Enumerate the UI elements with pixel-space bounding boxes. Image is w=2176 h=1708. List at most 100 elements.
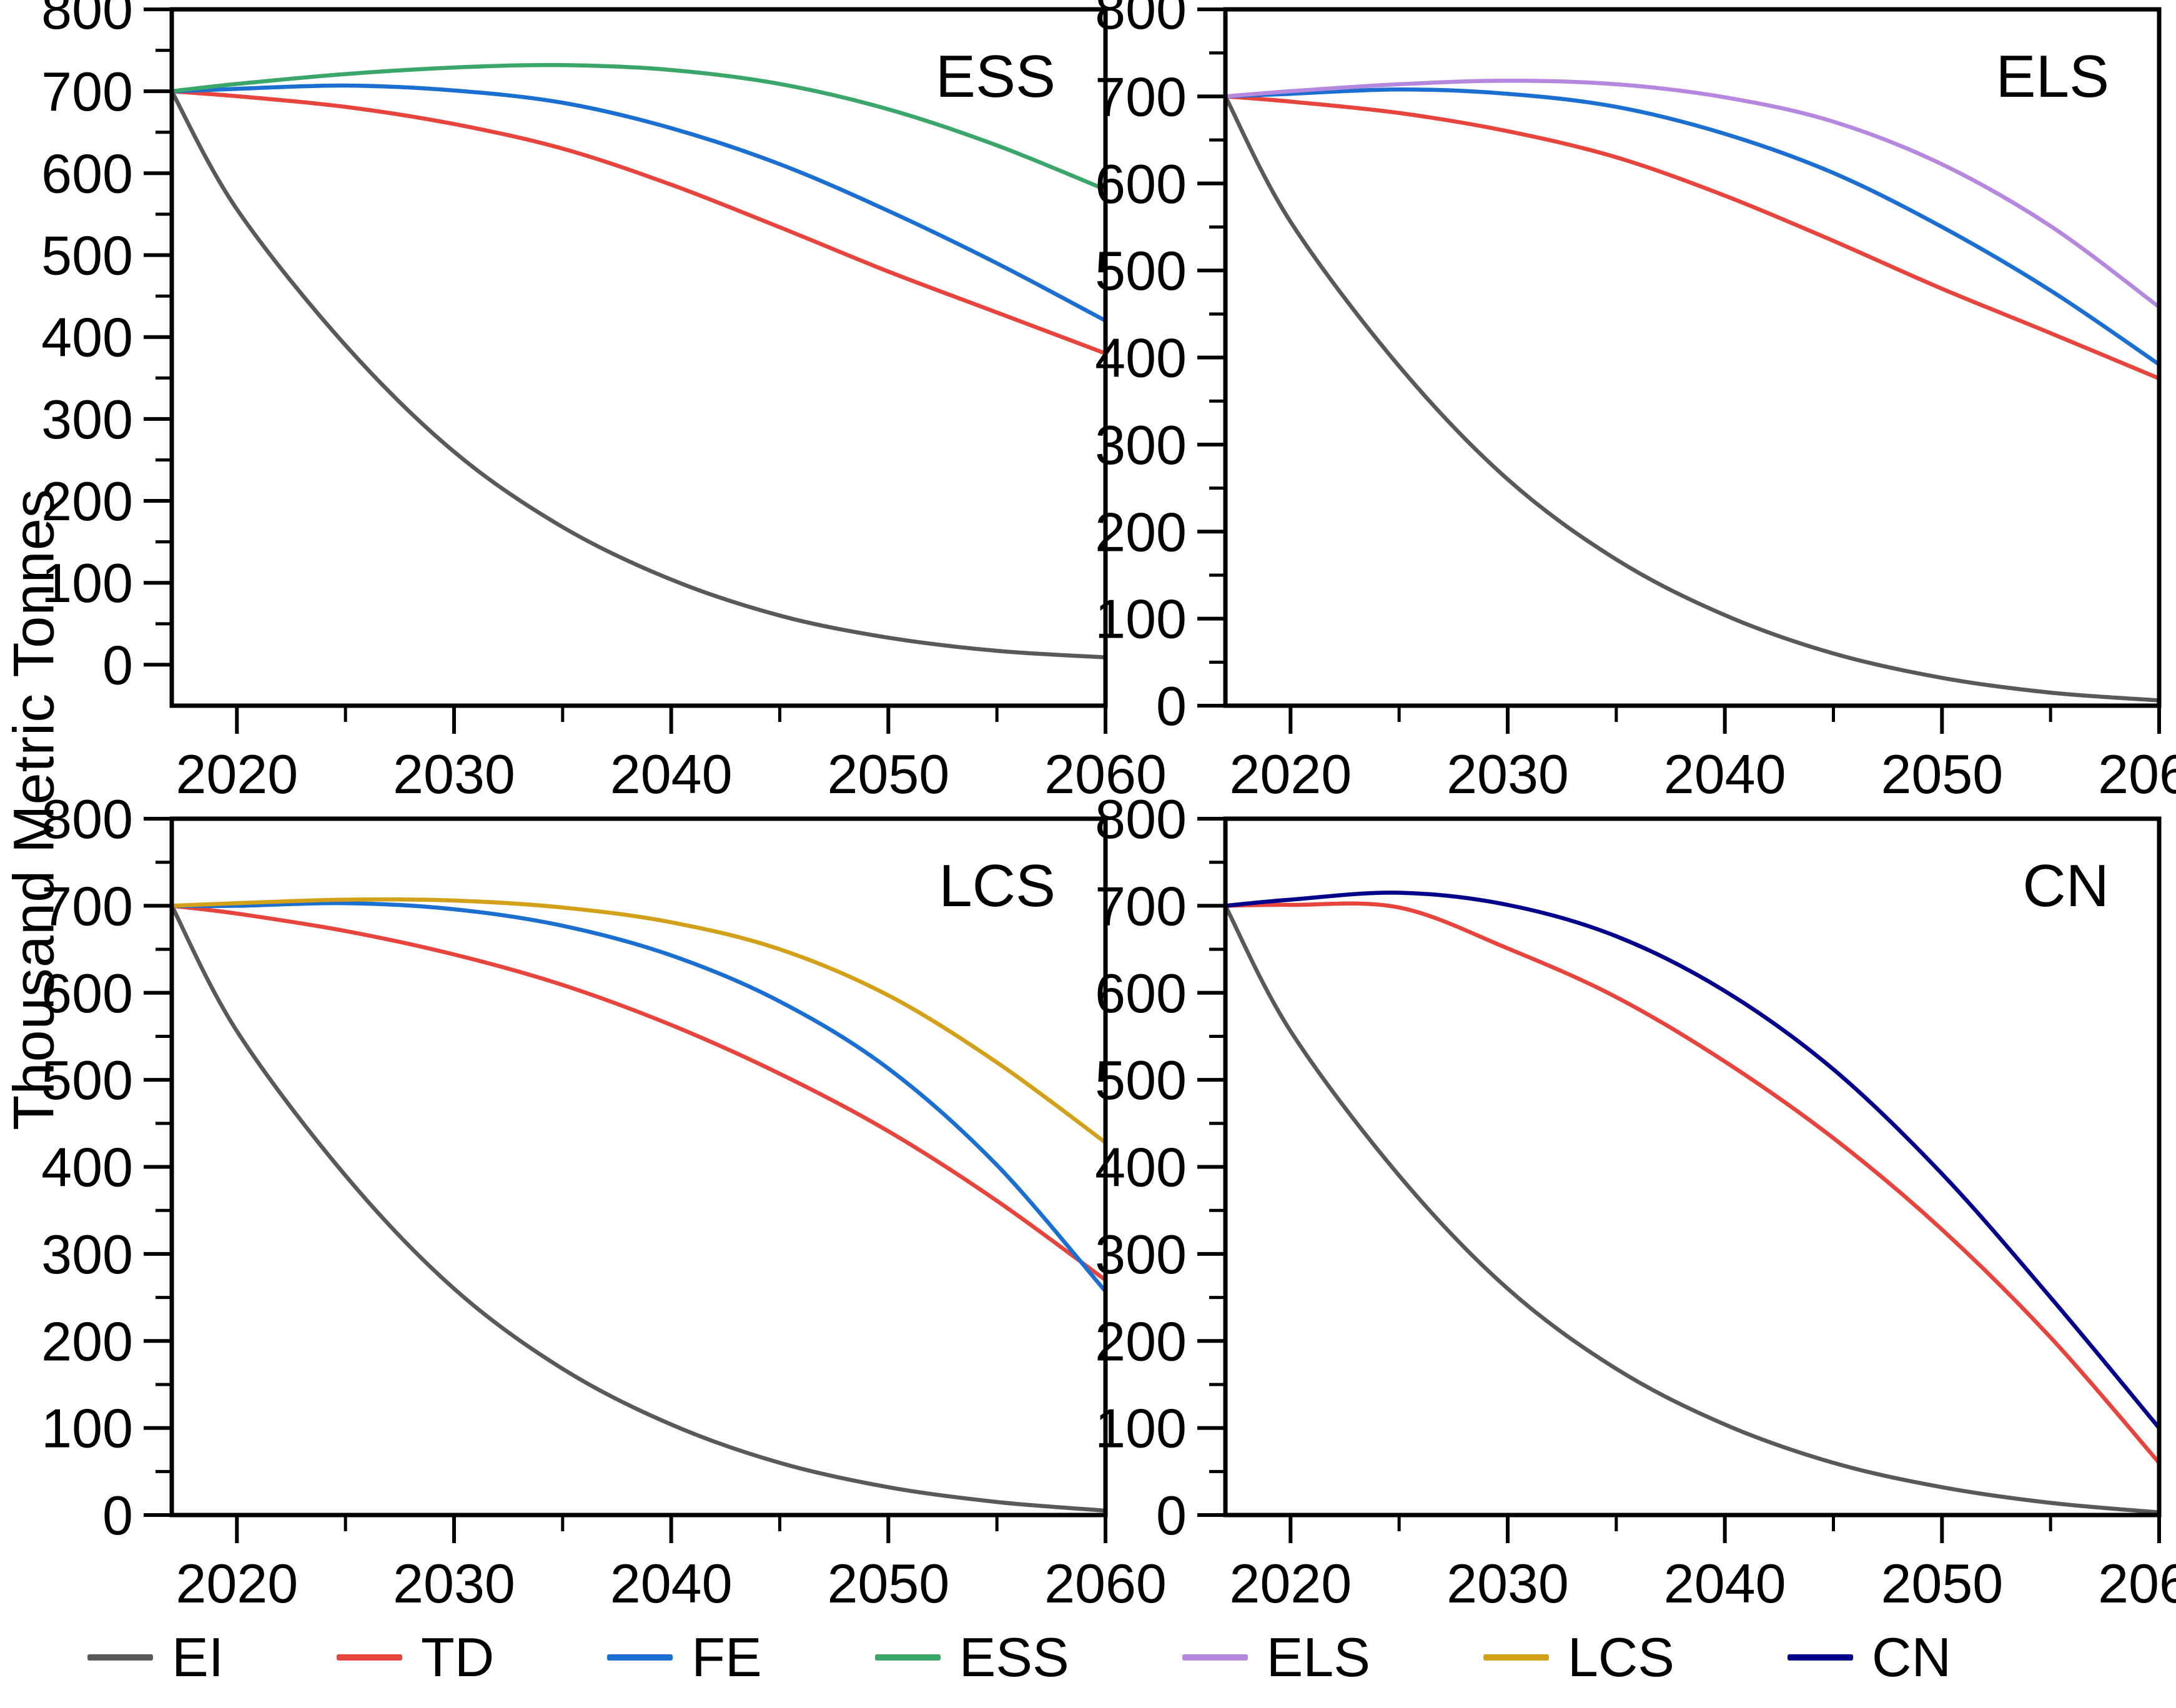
- legend: EI TD FE ESS ELS LCS CN: [69, 1609, 2176, 1706]
- panel-ess: 0 100 200 300 400 500 600 700 800 2020 2030 2040 205…: [41, 0, 1167, 805]
- panel-label-lcs: LCS: [939, 852, 1056, 919]
- plot-frame: [169, 7, 1108, 708]
- y-tick-label: 100: [1095, 588, 1187, 650]
- legend-swatch-cn: [1787, 1654, 1853, 1661]
- legend-swatch-fe: [607, 1654, 673, 1661]
- panel-cn: 0 100 200 300 400 500 600 700 800 2020 2030 2040 205…: [1095, 788, 2176, 1614]
- x-tick-label: 2020: [1229, 1553, 1352, 1614]
- x-tick-label: 2060: [2098, 743, 2176, 805]
- legend-swatch-ei: [87, 1654, 153, 1661]
- panel-els-chart: 0 100 200 300 400 500 600 700 800 2020 2030 2040 205…: [1095, 0, 2176, 805]
- series-line-ei: [169, 904, 1108, 1513]
- series-line-ei: [169, 89, 1108, 659]
- legend-label-fe: FE: [691, 1626, 762, 1688]
- x-axis: 2020 2030 2040 2050 2060: [1229, 706, 2176, 805]
- x-tick-label: 2050: [1881, 1553, 2003, 1614]
- x-tick-label: 2030: [393, 1553, 515, 1614]
- y-tick-label: 500: [1095, 240, 1187, 302]
- x-tick-label: 2050: [827, 743, 949, 805]
- panel-ess-chart: 0 100 200 300 400 500 600 700 800 2020 2030 2040 205…: [41, 0, 1167, 805]
- series-line-lcs: [169, 897, 1108, 1145]
- y-tick-label: 400: [41, 1137, 133, 1198]
- series-group: [169, 897, 1108, 1513]
- legend-label-lcs: LCS: [1567, 1626, 1674, 1688]
- x-axis: 2020 2030 2040 2050 2060: [1229, 1515, 2176, 1614]
- x-tick-label: 2020: [176, 1553, 298, 1614]
- y-tick-label: 600: [1095, 153, 1187, 215]
- series-group: [1223, 79, 2162, 703]
- series-line-fe: [1223, 87, 2162, 367]
- y-tick-label: 700: [41, 875, 133, 937]
- x-axis: 2020 2030 2040 2050 2060: [176, 706, 1167, 805]
- legend-swatch-els: [1182, 1654, 1248, 1661]
- y-tick-label: 500: [1095, 1049, 1187, 1111]
- y-axis: 0 100 200 300 400 500 600 700 800: [41, 788, 172, 1546]
- y-tick-label: 600: [41, 962, 133, 1024]
- x-tick-label: 2060: [2098, 1553, 2176, 1614]
- legend-swatch-ess: [874, 1654, 941, 1661]
- panel-lcs-chart: 0 100 200 300 400 500 600 700 800 2020 2030 2040 205…: [41, 788, 1167, 1614]
- series-group: [169, 62, 1108, 659]
- y-tick-label: 0: [1156, 1484, 1187, 1546]
- y-tick-label: 600: [41, 142, 133, 204]
- legend-label-els: ELS: [1266, 1626, 1370, 1688]
- legend-label-ei: EI: [172, 1626, 224, 1688]
- y-tick-label: 400: [1095, 1137, 1187, 1198]
- panels-grid: 0 100 200 300 400 500 600 700 800 2020 2030 2040 205…: [41, 0, 2176, 1614]
- series-line-td: [1223, 901, 2162, 1465]
- y-tick-label: 0: [1156, 675, 1187, 737]
- x-tick-label: 2030: [393, 743, 515, 805]
- panel-els: 0 100 200 300 400 500 600 700 800 2020 2030 2040 205…: [1095, 0, 2176, 805]
- y-tick-label: 200: [41, 470, 133, 532]
- x-tick-label: 2060: [1044, 1553, 1167, 1614]
- y-tick-label: 800: [41, 0, 133, 41]
- y-tick-label: 800: [41, 788, 133, 850]
- y-tick-label: 300: [41, 388, 133, 450]
- y-tick-label: 400: [1095, 327, 1187, 389]
- y-axis: 0 100 200 300 400 500 600 700 800: [1095, 788, 1225, 1546]
- panel-lcs: 0 100 200 300 400 500 600 700 800 2020 2030 2040 205…: [41, 788, 1167, 1614]
- x-tick-label: 2020: [176, 743, 298, 805]
- y-tick-label: 800: [1095, 788, 1187, 850]
- legend-label-ess: ESS: [959, 1626, 1069, 1688]
- y-tick-label: 500: [41, 1049, 133, 1111]
- series-line-ei: [1223, 94, 2162, 703]
- legend-swatch-lcs: [1483, 1654, 1549, 1661]
- series-line-fe: [169, 901, 1108, 1294]
- figure-body: 0 100 200 300 400 500 600 700 800 2020 2030 2040 205…: [41, 0, 2176, 1708]
- y-tick-label: 500: [41, 225, 133, 287]
- x-tick-label: 2030: [1447, 743, 1569, 805]
- x-tick-label: 2050: [827, 1553, 949, 1614]
- legend-item-fe: FE: [607, 1626, 762, 1688]
- x-tick-label: 2040: [610, 1553, 733, 1614]
- y-tick-label: 700: [41, 61, 133, 122]
- legend-item-els: ELS: [1182, 1626, 1370, 1688]
- y-tick-label: 300: [1095, 1223, 1187, 1285]
- x-tick-label: 2060: [1044, 743, 1167, 805]
- legend-item-td: TD: [337, 1629, 494, 1685]
- y-tick-label: 0: [102, 634, 133, 696]
- y-tick-label: 0: [102, 1484, 133, 1546]
- y-tick-label: 100: [41, 552, 133, 614]
- y-tick-label: 200: [1095, 501, 1187, 563]
- legend-item-lcs: LCS: [1483, 1626, 1674, 1688]
- panel-label-els: ELS: [1996, 43, 2109, 110]
- y-tick-label: 200: [1095, 1310, 1187, 1372]
- x-tick-label: 2020: [1229, 743, 1352, 805]
- panel-label-ess: ESS: [936, 43, 1056, 110]
- panel-label-cn: CN: [2022, 852, 2109, 919]
- series-line-td: [169, 89, 1108, 356]
- series-line-td: [1223, 94, 2162, 381]
- y-tick-label: 100: [41, 1398, 133, 1459]
- y-tick-label: 100: [1095, 1398, 1187, 1459]
- legend-label-cn: CN: [1871, 1626, 1951, 1688]
- series-line-fe: [169, 83, 1108, 323]
- y-axis: 0 100 200 300 400 500 600 700 800: [1095, 0, 1225, 737]
- y-tick-label: 200: [41, 1310, 133, 1372]
- x-tick-label: 2050: [1881, 743, 2003, 805]
- legend-item-ess: ESS: [874, 1626, 1069, 1688]
- y-tick-label: 300: [41, 1223, 133, 1285]
- legend-item-cn: CN: [1787, 1626, 1951, 1688]
- y-tick-label: 400: [41, 307, 133, 368]
